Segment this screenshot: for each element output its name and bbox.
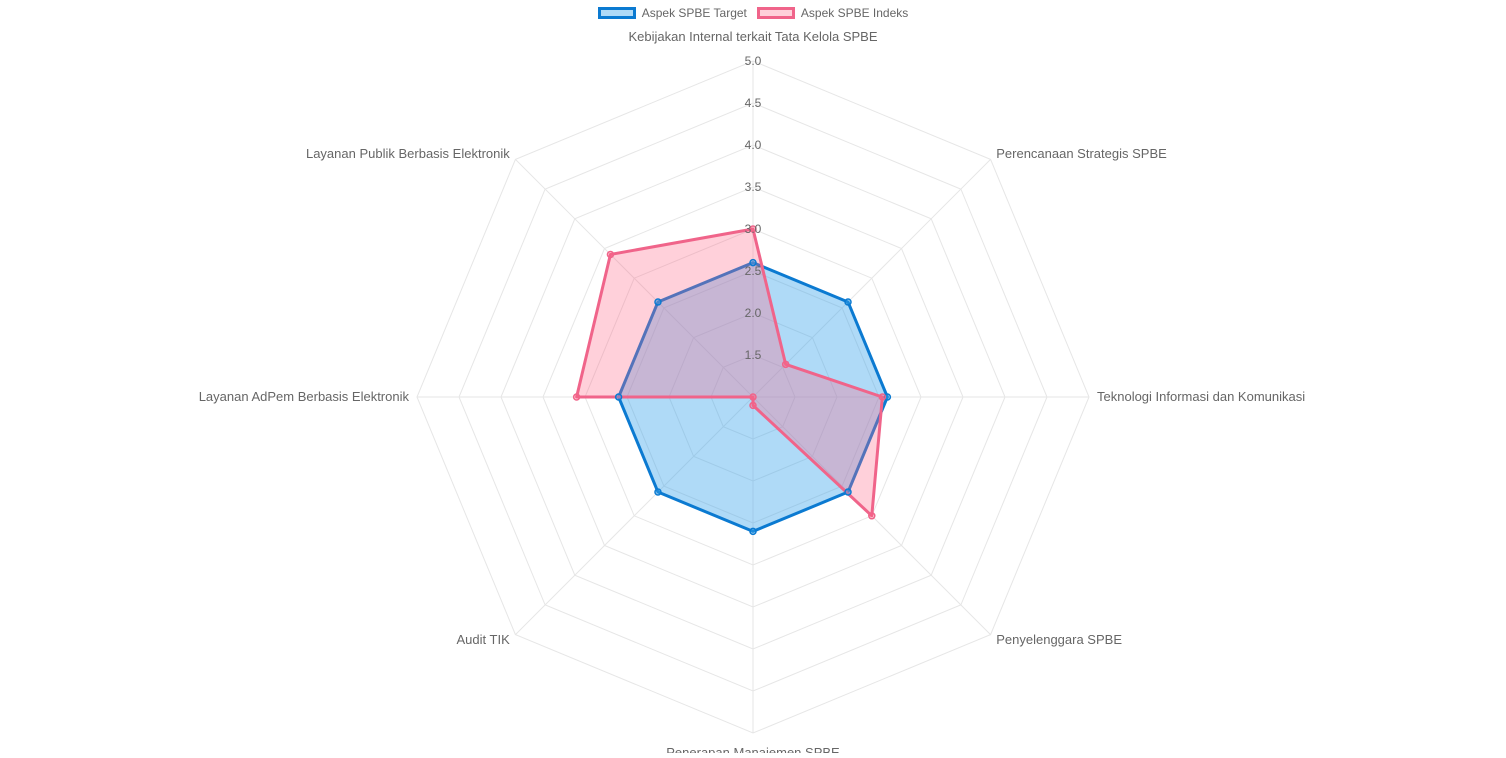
series-1-point-3: [868, 512, 876, 520]
tick-label-5: 4.0: [745, 138, 762, 152]
series-1-point-5: [749, 393, 757, 401]
angle-line-5: [515, 396, 754, 635]
legend-label-target: Aspek SPBE Target: [641, 6, 747, 20]
series-area-1: [575, 227, 884, 518]
series-0-point-3: [844, 488, 852, 496]
angle-line-1: [752, 159, 991, 398]
category-label-3: Penyelenggara SPBE: [996, 632, 1122, 647]
category-label-2: Teknologi Informasi dan Komunikasi: [1097, 389, 1305, 404]
category-label-0: Kebijakan Internal terkait Tata Kelola S…: [628, 29, 877, 44]
category-label-1: Perencanaan Strategis SPBE: [996, 146, 1167, 161]
tick-label-1: 2.0: [745, 306, 762, 320]
legend-swatch-indeks: [756, 7, 795, 19]
series-1-point-0: [749, 225, 757, 233]
series-1-point-6: [572, 393, 581, 401]
tick-label-7: 5.0: [745, 54, 762, 68]
legend-swatch-target: [597, 7, 636, 19]
series-0-point-0: [749, 258, 757, 267]
tick-label-4: 3.5: [745, 180, 762, 194]
series-0-point-2: [883, 393, 892, 401]
series-1-point-2: [878, 393, 887, 401]
series-0-point-1: [844, 298, 852, 306]
legend-item-target[interactable]: Aspek SPBE Target: [597, 6, 747, 20]
legend-label-indeks: Aspek SPBE Indeks: [800, 6, 909, 20]
tick-label-0: 1.5: [745, 348, 762, 362]
series-0-point-6: [614, 393, 623, 401]
series-1-point-1: [781, 360, 790, 369]
tick-label-2: 2.5: [745, 264, 762, 278]
series-0-point-7: [654, 298, 662, 306]
angle-line-7: [515, 159, 754, 398]
legend-item-indeks[interactable]: Aspek SPBE Indeks: [756, 6, 909, 20]
series-1-point-4: [749, 401, 757, 410]
category-label-6: Layanan AdPem Berbasis Elektronik: [199, 389, 410, 404]
tick-label-6: 4.5: [745, 96, 762, 110]
category-label-4: Penerapan Manajemen SPBE: [666, 745, 840, 753]
category-label-7: Layanan Publik Berbasis Elektronik: [306, 146, 510, 161]
tick-label-3: 3.0: [745, 222, 762, 236]
series-0-point-4: [749, 527, 757, 536]
category-label-5: Audit TIK: [457, 632, 511, 647]
series-1-point-7: [606, 250, 615, 259]
series-0-point-5: [654, 488, 662, 496]
chart-legend: Aspek SPBE Target Aspek SPBE Indeks: [0, 6, 1506, 20]
